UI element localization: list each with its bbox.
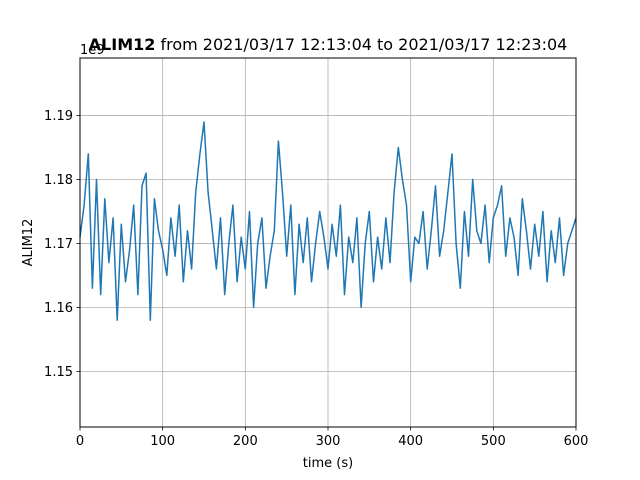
chart-title: ALIM12 from 2021/03/17 12:13:04 to 2021/… — [89, 35, 568, 54]
y-tick-label: 1.15 — [44, 365, 73, 380]
series-line — [79, 121, 577, 321]
x-axis-label: time (s) — [303, 456, 353, 471]
y-offset-text: 1e9 — [80, 43, 105, 58]
x-tick-label: 500 — [481, 434, 506, 449]
x-tick-label: 300 — [316, 434, 341, 449]
x-tick-label: 0 — [76, 434, 84, 449]
tick-layer: 0 100 200 300 400 500 600 1.15 1.16 1.17 1.18 1.19 — [44, 109, 588, 449]
y-tick-label: 1.19 — [44, 109, 73, 124]
y-tick-label: 1.16 — [44, 301, 73, 316]
chart-title-bold: ALIM12 — [89, 35, 156, 54]
chart-title-rest: from 2021/03/17 12:13:04 to 2021/03/17 1… — [155, 35, 567, 54]
y-tick-label: 1.17 — [44, 237, 73, 252]
x-tick-label: 200 — [233, 434, 258, 449]
x-tick-label: 600 — [564, 434, 589, 449]
y-tick-label: 1.18 — [44, 173, 73, 188]
x-tick-label: 400 — [398, 434, 423, 449]
plot-area — [79, 121, 577, 321]
y-axis-label: ALIM12 — [21, 219, 36, 267]
grid-layer — [79, 58, 577, 427]
x-tick-label: 100 — [150, 434, 175, 449]
